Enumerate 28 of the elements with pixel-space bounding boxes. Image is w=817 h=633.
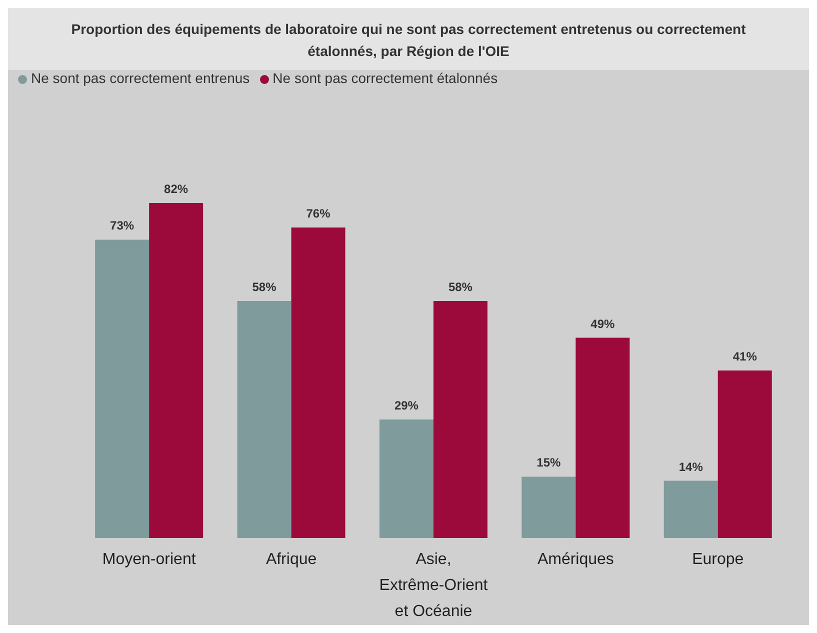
data-label: 29% [394,398,419,413]
x-tick-label: Asie, Extrême-Orient et Océanie [379,551,488,620]
bar [522,476,576,538]
bar [237,301,292,538]
x-tick-label: Moyen-orient [102,551,196,568]
x-tick-label: Amériques [537,551,614,568]
bar [379,420,434,538]
bar [433,301,488,538]
data-label: 58% [252,280,277,294]
legend-label: Ne sont pas correctement entrenus [31,70,250,86]
bar [718,370,772,538]
data-label: 73% [110,218,134,233]
legend-label: Ne sont pas correctement étalonnés [272,70,498,86]
x-tick-label: Afrique [266,551,317,568]
data-label: 76% [306,206,331,220]
x-tick-label: Europe [692,551,744,568]
bar [149,202,204,538]
data-label: 14% [678,460,704,474]
data-label: 41% [732,349,758,364]
data-label: 15% [536,456,561,470]
data-label: 58% [448,280,473,294]
bar [576,338,630,538]
bar [95,240,150,538]
data-label: 49% [590,316,615,331]
data-label: 82% [164,182,188,196]
bar [664,480,718,538]
bar [291,227,346,538]
chart-title: Proportion des équipements de laboratoire qui ne sont pas correctement entretenus ou correctement étalonnés, par Région de l'OIE [8,8,809,70]
